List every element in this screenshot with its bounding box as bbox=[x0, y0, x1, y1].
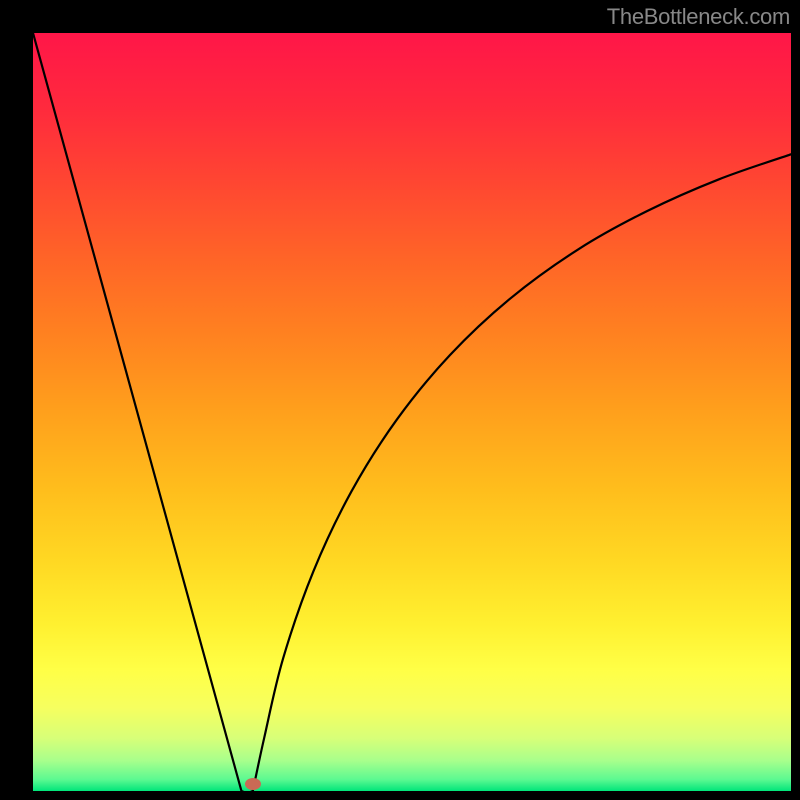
optimum-marker bbox=[245, 778, 261, 790]
chart-container: TheBottleneck.com bbox=[0, 0, 800, 800]
bottleneck-curve bbox=[33, 33, 791, 791]
plot-area bbox=[33, 33, 791, 791]
source-watermark: TheBottleneck.com bbox=[607, 4, 790, 30]
